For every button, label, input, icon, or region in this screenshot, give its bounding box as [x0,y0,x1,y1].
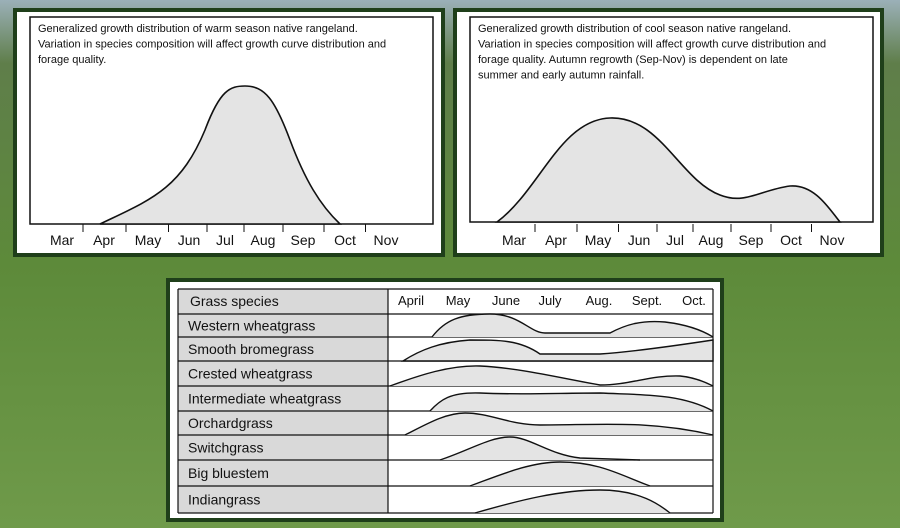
month-label: May [585,232,611,248]
species-name: Big bluestem [188,465,269,481]
warm-months: Mar Apr May Jun Jul Aug Sep Oct Nov [50,224,399,248]
cool-curve [494,117,842,223]
species-curve [431,313,714,338]
month-label: Jun [628,232,651,248]
species-column [178,289,388,513]
month-label: Apr [93,232,115,248]
description-line: Generalized growth distribution of cool … [478,23,791,35]
month-label: Aug [699,232,724,248]
description-line: Generalized growth distribution of warm … [38,23,358,35]
species-name: Indiangrass [188,492,260,508]
description-line: summer and early autumn rainfall. [478,70,644,82]
species-name: Switchgrass [188,440,263,456]
month-label: Apr [545,232,567,248]
month-label: Jun [178,232,201,248]
month-label: Nov [820,232,845,248]
month-label: Jul [216,232,234,248]
month-label: Sep [739,232,764,248]
species-curve [474,489,671,514]
month-label: Mar [50,232,74,248]
description-line: Variation in species composition will af… [38,39,386,51]
month-header: July [538,293,562,308]
species-name: Intermediate wheatgrass [188,391,341,407]
species-curve [439,436,641,461]
species-curves [389,313,714,514]
warm-description: Generalized growth distribution of warm … [38,23,386,66]
species-name: Western wheatgrass [188,318,315,334]
month-label: Aug [251,232,276,248]
month-header: April [398,293,424,308]
month-label: Oct [334,232,356,248]
species-name: Crested wheatgrass [188,366,313,382]
month-header: Aug. [586,293,613,308]
species-curve [469,461,651,487]
month-header: Sept. [632,293,662,308]
cool-months: Mar Apr May Jun Jul Aug Sep Oct Nov [502,224,845,248]
species-curve [400,339,714,362]
warm-curve [99,85,343,225]
month-label: Jul [666,232,684,248]
month-header: June [492,293,520,308]
month-header: Oct. [682,293,706,308]
header-cell: Grass species [190,293,279,309]
month-header: May [446,293,471,308]
month-label: Sep [291,232,316,248]
species-curve [389,365,714,387]
description-line: Variation in species composition will af… [478,39,826,51]
month-label: Mar [502,232,526,248]
month-label: Nov [374,232,399,248]
month-label: May [135,232,161,248]
species-curve [429,392,714,412]
cool-description: Generalized growth distribution of cool … [478,23,826,82]
month-label: Oct [780,232,802,248]
species-curve [404,412,714,436]
species-name: Orchardgrass [188,415,273,431]
species-name: Smooth bromegrass [188,341,314,357]
description-line: forage quality. Autumn regrowth (Sep-Nov… [478,54,788,66]
description-line: forage quality. [38,54,106,66]
